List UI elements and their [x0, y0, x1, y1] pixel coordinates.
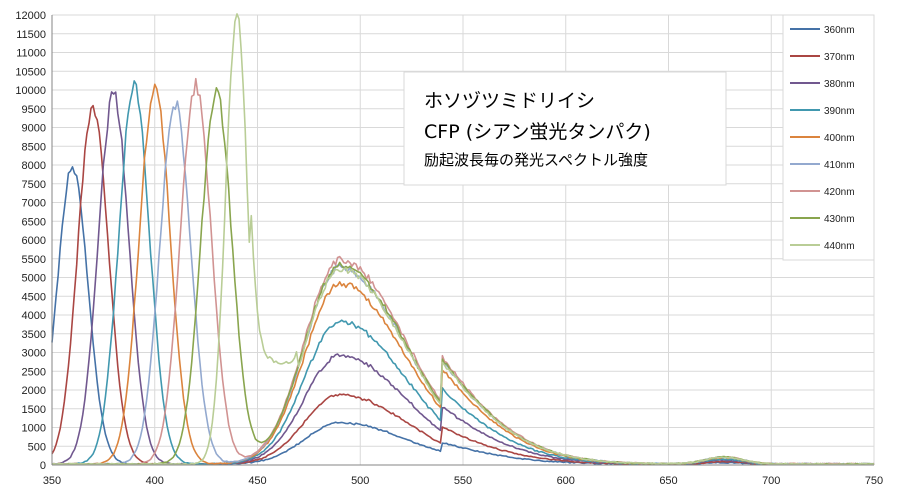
title-box: ホソヅツミドリイシ CFP (シアン蛍光タンパク) 励起波長毎の発光スペクトル強…: [403, 71, 727, 186]
x-tick-label: 450: [248, 475, 266, 487]
legend: 360nm 370nm 380nm 390nm 400nm 410nm 420nm 430nm…: [782, 14, 875, 261]
y-tick-label: 5500: [22, 254, 46, 266]
y-tick-label: 4500: [22, 291, 46, 303]
y-tick-label: 6500: [22, 216, 46, 228]
x-tick-label: 350: [43, 475, 61, 487]
y-tick-label: 3000: [22, 348, 46, 360]
y-tick-label: 11000: [16, 48, 46, 60]
series-line-440nm: [51, 13, 875, 466]
x-tick-label: 650: [659, 475, 677, 487]
legend-label-390nm: 390nm: [824, 106, 855, 117]
y-tick-label: 9000: [22, 123, 46, 135]
y-tick-label: 12000: [15, 10, 46, 22]
y-tick-label: 11500: [16, 29, 46, 41]
legend-label-430nm: 430nm: [824, 214, 855, 225]
legend-label-370nm: 370nm: [824, 52, 855, 63]
legend-label-420nm: 420nm: [824, 187, 855, 198]
y-tick-label: 1500: [22, 404, 46, 416]
y-tick-label: 7000: [22, 198, 46, 210]
y-tick-label: 8000: [22, 160, 46, 172]
series-line-390nm: [51, 80, 875, 466]
legend-label-380nm: 380nm: [824, 79, 855, 90]
y-tick-label: 2000: [22, 385, 46, 397]
y-tick-label: 10000: [15, 85, 46, 97]
y-tick-label: 2500: [22, 366, 46, 378]
y-tick-label: 0: [40, 460, 46, 472]
title-line-2: CFP (シアン蛍光タンパク): [424, 121, 651, 143]
x-tick-label: 750: [865, 475, 883, 487]
y-tick-label: 1000: [22, 423, 46, 435]
title-line-3: 励起波長毎の発光スペクトル強度: [424, 151, 648, 169]
y-tick-label: 9500: [22, 104, 46, 116]
y-tick-label: 6000: [22, 235, 46, 247]
legend-label-400nm: 400nm: [824, 133, 855, 144]
y-tick-label: 4000: [22, 310, 46, 322]
series-lines: [51, 13, 875, 466]
x-tick-label: 600: [557, 475, 575, 487]
x-tick-label: 550: [454, 475, 472, 487]
legend-label-360nm: 360nm: [824, 25, 855, 36]
y-tick-label: 5000: [22, 273, 46, 285]
y-tick-label: 3500: [22, 329, 46, 341]
legend-label-440nm: 440nm: [824, 241, 855, 252]
y-tick-label: 7500: [22, 179, 46, 191]
x-tick-label: 700: [762, 475, 780, 487]
legend-label-410nm: 410nm: [824, 160, 855, 171]
title-line-1: ホソヅツミドリイシ: [424, 90, 595, 112]
y-tick-label: 500: [28, 441, 46, 453]
y-tick-label: 10500: [15, 66, 46, 78]
x-tick-labels: 350 400 450 500 550 600 650 700 750: [43, 475, 883, 487]
x-tick-label: 400: [146, 475, 164, 487]
x-tick-label: 500: [351, 475, 369, 487]
y-tick-labels: 0 500 1000 1500 2000 2500 3000 3500 4000 4500 5000…: [15, 10, 46, 472]
grid-lines: [51, 14, 875, 466]
y-tick-label: 8500: [22, 141, 46, 153]
